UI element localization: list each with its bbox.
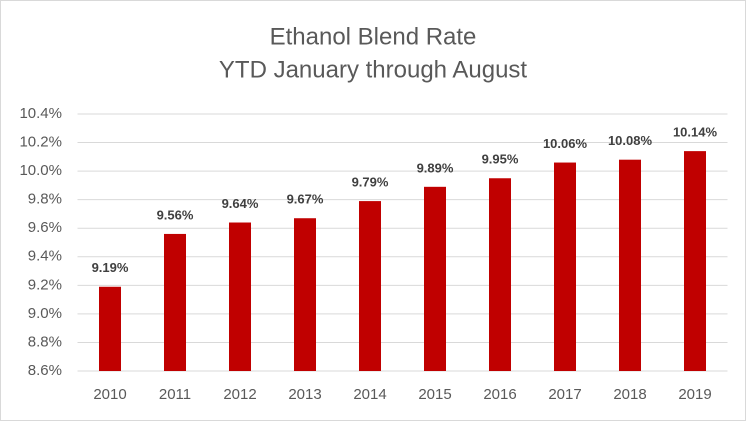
x-tick-label: 2018 (613, 386, 646, 403)
x-tick-label: 2014 (353, 386, 386, 403)
value-label: 9.56% (157, 207, 194, 222)
value-label: 10.06% (543, 136, 588, 151)
x-tick-label: 2011 (159, 386, 191, 403)
x-tick-label: 2013 (288, 386, 321, 403)
y-tick-label: 9.0% (28, 305, 62, 322)
bar (359, 201, 381, 371)
bar (619, 159, 641, 371)
bar (164, 233, 186, 371)
y-tick-label: 9.6% (28, 219, 62, 236)
x-tick-label: 2016 (483, 386, 516, 403)
y-tick-label: 10.4% (19, 105, 62, 122)
x-tick-label: 2019 (678, 386, 711, 403)
value-label: 9.95% (482, 152, 519, 167)
bar (99, 286, 121, 371)
y-tick-label: 8.6% (28, 362, 62, 379)
value-label: 9.89% (417, 160, 454, 175)
y-tick-label: 8.8% (28, 333, 62, 350)
chart-title: Ethanol Blend Rate (270, 23, 477, 50)
value-label: 10.08% (608, 133, 653, 148)
y-tick-label: 9.4% (28, 248, 62, 265)
x-tick-label: 2012 (223, 386, 256, 403)
x-tick-label: 2017 (548, 386, 581, 403)
bar (684, 151, 706, 371)
chart-subtitle: YTD January through August (219, 56, 528, 83)
bar (229, 222, 251, 371)
value-label: 9.67% (287, 192, 324, 207)
x-tick-label: 2015 (418, 386, 451, 403)
y-tick-label: 10.0% (19, 162, 62, 179)
x-tick-label: 2010 (93, 386, 126, 403)
value-label: 9.19% (92, 260, 129, 275)
bar (554, 162, 576, 371)
value-label: 10.14% (673, 125, 718, 140)
bar (294, 218, 316, 371)
bar (424, 186, 446, 371)
y-tick-label: 9.8% (28, 191, 62, 208)
y-tick-label: 10.2% (19, 134, 62, 151)
value-label: 9.79% (352, 175, 389, 190)
bar (489, 178, 511, 371)
y-tick-label: 9.2% (28, 276, 62, 293)
value-label: 9.64% (222, 196, 259, 211)
